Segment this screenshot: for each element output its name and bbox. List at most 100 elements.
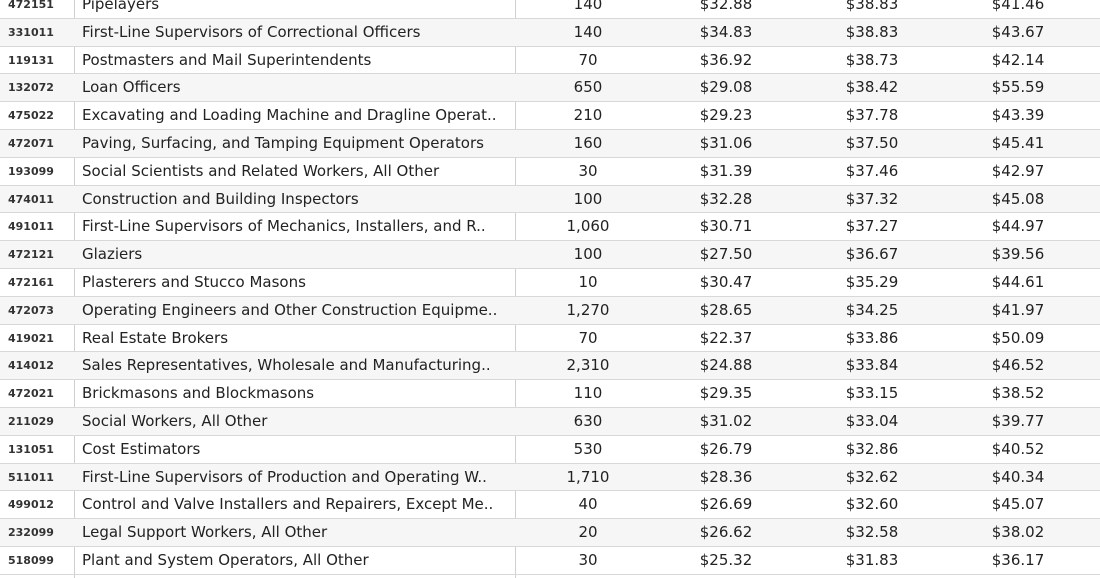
wage-low: $29.35 (699, 384, 753, 403)
occupation-code: 491011 (8, 220, 54, 234)
employment: 530 (573, 439, 603, 458)
wage-mid: $37.78 (845, 106, 899, 125)
occupation-code: 232099 (8, 526, 54, 540)
table-row: 518099 Plant and System Operators, All Ot… (0, 547, 1100, 575)
table-row: 211029 Social Workers, All Other 630 $31.02… (0, 408, 1100, 436)
table-row: 331011 First-Line Supervisors of Correcti… (0, 18, 1100, 47)
wage-high: $42.14 (991, 50, 1045, 69)
occupation-code: 119131 (8, 53, 54, 67)
wage-high: $55.59 (991, 78, 1045, 97)
occupation-title: Real Estate Brokers (82, 328, 229, 347)
wage-high: $45.08 (991, 189, 1045, 208)
wage-mid: $36.67 (845, 245, 899, 264)
wage-high: $42.97 (991, 161, 1045, 180)
wage-mid: $37.27 (845, 217, 899, 236)
table-row: 472071 Paving, Surfacing, and Tamping Equ… (0, 130, 1100, 158)
employment: 650 (573, 78, 603, 97)
wage-high: $44.97 (991, 217, 1045, 236)
wage-high: $45.41 (991, 134, 1045, 152)
table-row: 511011 First-Line Supervisors of Producti… (0, 463, 1100, 492)
wage-low: $29.08 (699, 78, 753, 97)
wage-low: $28.65 (699, 300, 753, 319)
wage-high: $41.97 (991, 300, 1045, 319)
wage-high: $40.34 (991, 467, 1045, 486)
wage-high: $39.77 (991, 412, 1045, 430)
wage-low: $31.39 (699, 161, 753, 180)
column-divider (74, 0, 75, 578)
wage-high: $43.67 (991, 22, 1045, 41)
wage-mid: $38.83 (845, 0, 899, 13)
table-row: 499012 Control and Valve Installers and R… (0, 491, 1100, 520)
wage-mid: $34.25 (845, 300, 899, 319)
occupation-code: 419021 (8, 331, 54, 345)
wage-high: $40.52 (991, 439, 1045, 458)
wage-low: $32.28 (699, 189, 753, 208)
employment: 1,270 (566, 300, 610, 319)
wage-low: $25.32 (699, 551, 753, 569)
occupation-title: Paving, Surfacing, and Tamping Equipment… (82, 134, 484, 152)
wage-mid: $37.46 (845, 161, 899, 180)
wage-mid: $32.60 (845, 495, 899, 514)
occupation-title: Loan Officers (82, 78, 181, 97)
table-row: 472161 Plasterers and Stucco Masons 10 $30.… (0, 269, 1100, 297)
employment: 1,710 (566, 467, 610, 486)
wage-low: $32.88 (699, 0, 753, 13)
wage-high: $46.52 (991, 356, 1045, 375)
employment: 70 (578, 50, 598, 69)
employment: 40 (578, 495, 598, 514)
wage-high: $36.17 (991, 551, 1045, 569)
occupation-title: Brickmasons and Blockmasons (82, 384, 315, 403)
wage-mid: $38.73 (845, 50, 899, 69)
occupation-code: 331011 (8, 25, 54, 39)
occupation-code: 211029 (8, 415, 54, 428)
occupation-code: 474011 (8, 192, 54, 206)
table-row: 132072 Loan Officers 650 $29.08 $38.42 $55.59 (0, 74, 1100, 103)
occupation-code: 131051 (8, 442, 54, 456)
table-row: 472073 Operating Engineers and Other Cons… (0, 296, 1100, 325)
wage-high: $41.46 (991, 0, 1045, 13)
employment: 140 (573, 22, 603, 41)
occupation-code: 472121 (8, 248, 54, 262)
wage-low: $30.71 (699, 217, 753, 236)
occupation-code: 414012 (8, 359, 54, 373)
occupation-code: 475022 (8, 109, 54, 123)
occupation-code: 472021 (8, 387, 54, 401)
wage-high: $50.09 (991, 328, 1045, 347)
wage-high: $44.61 (991, 273, 1045, 291)
wage-low: $26.62 (699, 523, 753, 542)
wage-low: $31.02 (699, 412, 753, 430)
wage-low: $28.36 (699, 467, 753, 486)
wage-mid: $33.15 (845, 384, 899, 403)
table-row: 232099 Legal Support Workers, All Other 20… (0, 519, 1100, 547)
occupation-code: 518099 (8, 554, 54, 567)
wage-low: $26.69 (699, 495, 753, 514)
occupation-title: Construction and Building Inspectors (82, 189, 359, 208)
occupation-title: Excavating and Loading Machine and Dragl… (82, 106, 497, 125)
wage-mid: $33.04 (845, 412, 899, 430)
wage-mid: $31.83 (845, 551, 899, 569)
wage-low: $31.06 (699, 134, 753, 152)
occupation-title: First-Line Supervisors of Production and… (82, 467, 487, 486)
employment: 30 (578, 551, 598, 569)
table-row: 472151 Pipelayers 140 $32.88 $38.83 $41.46 (0, 0, 1100, 19)
wage-low: $34.83 (699, 22, 753, 41)
table-row: 491011 First-Line Supervisors of Mechanic… (0, 213, 1100, 242)
employment: 100 (573, 245, 603, 264)
table-row: 419021 Real Estate Brokers 70 $22.37 $33.86 $… (0, 325, 1100, 353)
employment: 110 (573, 384, 603, 403)
wage-low: $36.92 (699, 50, 753, 69)
occupation-title: Pipelayers (82, 0, 160, 13)
column-divider (515, 0, 516, 578)
wage-mid: $38.42 (845, 78, 899, 97)
wage-low: $27.50 (699, 245, 753, 264)
table-row: 414012 Sales Representatives, Wholesale a… (0, 352, 1100, 381)
table-row: 119131 Postmasters and Mail Superintenden… (0, 47, 1100, 75)
wage-mid: $33.86 (845, 328, 899, 347)
wage-mid: $38.83 (845, 22, 899, 41)
occupation-title: Glaziers (82, 245, 143, 264)
wage-mid: $37.50 (845, 134, 899, 152)
wage-high: $39.56 (991, 245, 1045, 264)
occupation-title: Plasterers and Stucco Masons (82, 273, 306, 291)
table-row: 131051 Cost Estimators 530 $26.79 $32.86 $40.… (0, 436, 1100, 464)
